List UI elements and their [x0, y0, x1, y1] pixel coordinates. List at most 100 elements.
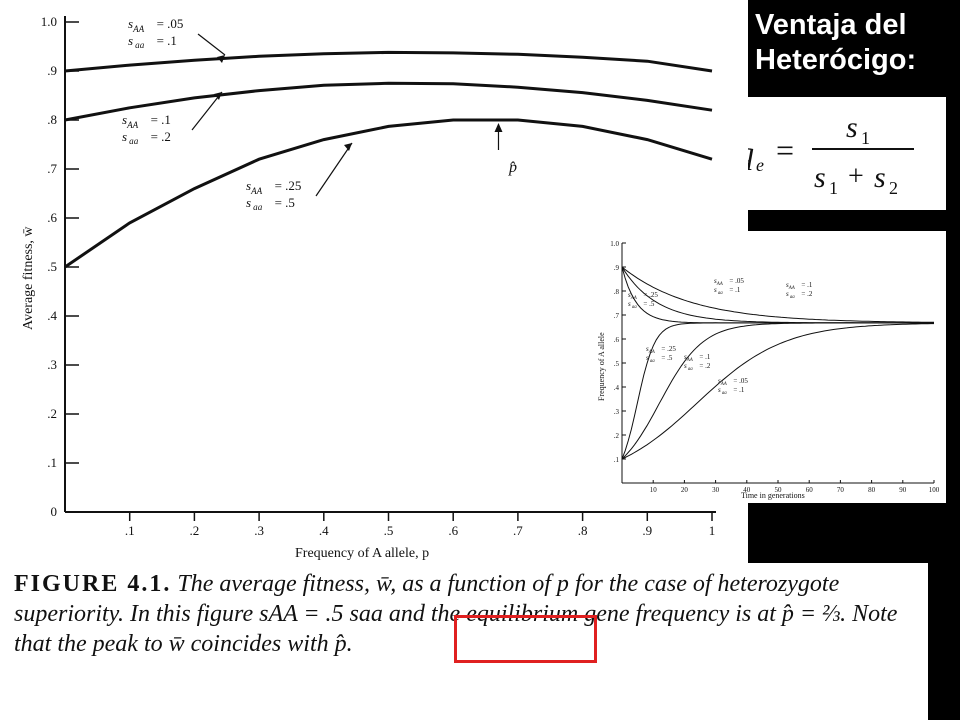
inset-y-axis-label: Frequency of A allele	[597, 332, 606, 401]
inset-y-tick-label: .8	[614, 288, 620, 296]
inset-series-label-4-saa-small-value: = .5	[661, 354, 672, 362]
formula-den-b-sub: 2	[889, 178, 898, 198]
main-y-tick-label: .7	[47, 161, 57, 176]
inset-y-tick-label: 1.0	[610, 240, 619, 248]
inset-x-tick-label: 50	[775, 486, 783, 494]
average-fitness-chart: 0 .1 .2 .3 .4 .5 .6 .7 .8 .9 1.0 .1 .2 .3 .4 .5 .6 .7 .8 .9…	[21, 14, 716, 561]
inset-series-label-3-saa-small: s	[628, 300, 631, 308]
inset-series-label-1-saa-small: s	[714, 286, 717, 294]
equilibrium-formula: q e = s 1 s 1 + s 2	[738, 97, 946, 210]
formula-equals: =	[776, 132, 794, 168]
main-label-arrow-1	[197, 33, 226, 56]
inset-x-tick-label: 30	[712, 486, 720, 494]
svg-text:aa: aa	[135, 40, 145, 50]
main-series-line-1	[64, 50, 713, 73]
svg-text:aa: aa	[722, 391, 727, 396]
peak-arrowhead	[494, 123, 503, 132]
main-label-arrow-2	[191, 91, 223, 131]
main-series-label-2-saa-small: s	[122, 129, 127, 144]
main-x-tick-label: .3	[254, 523, 264, 538]
inset-series-label-1-saa-big-value: = .05	[729, 277, 744, 285]
main-y-tick-label: .1	[47, 455, 57, 470]
inset-x-tick-label: 60	[806, 486, 814, 494]
svg-text:aa: aa	[253, 202, 263, 212]
inset-series-label-6-saa-big-value: = .05	[733, 377, 748, 385]
main-axes	[64, 16, 716, 513]
inset-series	[621, 266, 934, 460]
inset-series-label-2-saa-small-value: = .2	[801, 290, 812, 298]
main-series-line-2	[64, 81, 713, 122]
main-series-label-1-saa-small: s	[128, 33, 133, 48]
main-y-tick-label: .9	[47, 63, 57, 78]
inset-x-tick-label: 20	[681, 486, 689, 494]
inset-series-label-5-saa-small-value: = .2	[699, 362, 710, 370]
main-y-axis-label: Average fitness, w̄	[21, 226, 36, 330]
inset-y-tick-label: .5	[614, 360, 620, 368]
inset-series-label-3-saa-big-value: = .25	[643, 291, 658, 299]
inset-y-tick-label: .2	[614, 432, 620, 440]
main-x-tick-label: .2	[190, 523, 200, 538]
inset-x-tick-label: 10	[650, 486, 658, 494]
main-x-tick-label: .5	[384, 523, 394, 538]
main-series-label-1-saa-big: sAA	[128, 16, 145, 34]
main-y-tick-label: .5	[47, 259, 57, 274]
peak-label: p̂	[508, 159, 517, 176]
slide-title-line2: Heterócigo:	[755, 44, 917, 76]
inset-y-tick-label: .1	[614, 456, 620, 464]
main-x-tick-label: .9	[642, 523, 652, 538]
inset-x-tick-label: 100	[929, 486, 940, 494]
main-series-line-3	[64, 118, 713, 269]
formula-den-a: s	[814, 161, 826, 194]
main-y-tick-label: 1.0	[41, 14, 57, 29]
inset-series-label-6-saa-small-value: = .1	[733, 386, 744, 394]
inset-x-tick-label: 40	[743, 486, 751, 494]
inset-series-label-5-saa-big-value: = .1	[699, 353, 710, 361]
svg-text:aa: aa	[650, 359, 655, 364]
inset-y-tick-label: .4	[614, 384, 620, 392]
inset-series-line-1	[621, 266, 934, 323]
svg-text:aa: aa	[718, 291, 723, 296]
formula-den-b: s	[874, 161, 886, 194]
main-y-tick-label: 0	[51, 504, 58, 519]
inset-series-line-5	[621, 322, 934, 460]
formula-numerator-sub: 1	[861, 128, 870, 148]
allele-frequency-inset-chart: .1 .2 .3 .4 .5 .6 .7 .8 .9 1.0 10 20 30 40 50 60 70 80 90 1…	[596, 231, 946, 503]
formula-numerator: s	[846, 111, 858, 144]
formula-den-a-sub: 1	[829, 178, 838, 198]
caption-highlight-text: sAA = .5 saa	[259, 601, 383, 627]
inset-x-tick-label: 90	[899, 486, 907, 494]
inset-series-label-6-saa-big: sAA	[718, 377, 727, 387]
main-x-tick-label: 1	[709, 523, 716, 538]
main-x-tick-label: .1	[125, 523, 135, 538]
svg-text:aa: aa	[632, 305, 637, 310]
inset-series-label-5-saa-big: sAA	[684, 353, 693, 363]
main-x-tick-label: .7	[513, 523, 523, 538]
highlight-box	[454, 615, 597, 663]
main-series-label-2-saa-big: sAA	[122, 112, 139, 130]
main-series-label-2-saa-big-value: = .1	[151, 112, 171, 127]
main-ticks: 0 .1 .2 .3 .4 .5 .6 .7 .8 .9 1.0 .1 .2 .3 .4 .5 .6 .7 .8 .9…	[41, 14, 716, 538]
inset-y-tick-label: .7	[614, 312, 620, 320]
formula-plus: +	[848, 161, 864, 192]
inset-series-label-2-saa-small: s	[786, 290, 789, 298]
main-x-tick-label: .4	[319, 523, 329, 538]
inset-series-label-5-saa-small: s	[684, 362, 687, 370]
main-label-arrowhead-3	[344, 143, 352, 151]
inset-x-tick-label: 70	[837, 486, 845, 494]
caption-text: FIGURE 4.1. The average fitness, w̄, as …	[14, 569, 919, 659]
formula-lhs-sub: e	[756, 155, 764, 175]
inset-y-tick-label: .6	[614, 336, 620, 344]
main-x-tick-label: .6	[448, 523, 458, 538]
main-series-label-2-saa-small-value: = .2	[151, 129, 171, 144]
caption-part2: and the equilibrium gene frequency is at…	[14, 601, 898, 657]
main-series-label-1-saa-small-value: = .1	[157, 33, 177, 48]
